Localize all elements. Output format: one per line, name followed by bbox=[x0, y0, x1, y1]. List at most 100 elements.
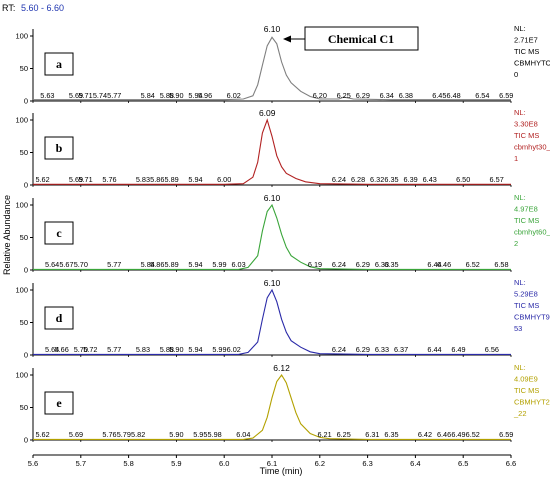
peak-label: 5.69 bbox=[69, 91, 83, 100]
peak-label: 5.69 bbox=[69, 430, 83, 439]
peak-label: 6.48 bbox=[447, 91, 461, 100]
info-line: 1 bbox=[514, 154, 518, 163]
peak-label: 6.35 bbox=[384, 260, 398, 269]
peak-label: 6.59 bbox=[499, 430, 513, 439]
annotation-arrow-head bbox=[283, 35, 291, 43]
y-tick-label: 100 bbox=[15, 116, 28, 125]
apex-label: 6.12 bbox=[273, 363, 290, 373]
panel-letter: d bbox=[56, 311, 63, 325]
info-line: CBMHYT90_ bbox=[514, 313, 550, 322]
y-tick-label: 100 bbox=[15, 32, 28, 41]
peak-label: 6.02 bbox=[227, 91, 241, 100]
x-tick-label: 5.9 bbox=[171, 459, 181, 468]
y-tick-label: 50 bbox=[20, 403, 28, 412]
peak-label: 6.54 bbox=[475, 91, 489, 100]
peak-label: 5.66 bbox=[55, 345, 69, 354]
info-line: TIC MS bbox=[514, 131, 539, 140]
info-line: 5.29E8 bbox=[514, 290, 538, 299]
info-line: NL: bbox=[514, 193, 526, 202]
x-tick-label: 6.6 bbox=[506, 459, 516, 468]
trace-line bbox=[33, 288, 511, 355]
peak-label: 6.35 bbox=[384, 175, 398, 184]
peak-label: 5.77 bbox=[107, 260, 121, 269]
panel-b: 0 50 100 6.09 5.62 5.695.71 5.76 5.83 5.86 5.89 5.… bbox=[15, 108, 550, 190]
peak-label: 5.76 bbox=[102, 430, 116, 439]
rt-prefix: RT: bbox=[2, 3, 15, 13]
info-line: _22 bbox=[513, 409, 527, 418]
info-line: 2.71E7 bbox=[514, 36, 538, 45]
x-tick-label: 6.0 bbox=[219, 459, 229, 468]
peak-label: 5.99 bbox=[212, 260, 226, 269]
peak-label: 6.03 bbox=[231, 260, 245, 269]
info-line: 2 bbox=[514, 239, 518, 248]
y-tick-label: 0 bbox=[24, 97, 28, 106]
panel-letter-box bbox=[44, 221, 74, 245]
info-line: 4.09E9 bbox=[514, 375, 538, 384]
y-tick-label: 50 bbox=[20, 318, 28, 327]
x-tick-label: 5.7 bbox=[76, 459, 86, 468]
peak-label: 5.94 bbox=[188, 345, 202, 354]
x-axis: 5.6 5.7 5.8 5.9 6.0 6.1 6.2 6.3 6.4 6.5 6.6 bbox=[28, 454, 516, 468]
peak-label: 6.24 bbox=[332, 345, 346, 354]
peak-label: 6.24 bbox=[332, 260, 346, 269]
peak-label: 5.84 bbox=[141, 91, 155, 100]
peak-label: 5.71 bbox=[78, 175, 92, 184]
info-line: TIC MS bbox=[514, 386, 539, 395]
peak-label: 6.52 bbox=[466, 430, 480, 439]
trace-line bbox=[33, 118, 511, 185]
peak-label: 5.67 bbox=[59, 260, 73, 269]
peak-label: 6.04 bbox=[236, 430, 250, 439]
peak-label: 6.31 bbox=[365, 430, 379, 439]
peak-label: 6.29 bbox=[356, 260, 370, 269]
peak-label: 6.38 bbox=[399, 91, 413, 100]
info-line: cbmhyt30_5 bbox=[514, 143, 550, 152]
peak-label: 6.32 bbox=[370, 175, 384, 184]
peak-label: 6.57 bbox=[490, 175, 504, 184]
info-line: 0 bbox=[514, 70, 518, 79]
info-line: TIC MS bbox=[514, 47, 539, 56]
peak-label: 6.43 bbox=[423, 175, 437, 184]
peak-label: 5.90 bbox=[169, 91, 183, 100]
peak-label: 5.62 bbox=[35, 175, 49, 184]
panel-letter-box bbox=[44, 306, 74, 330]
peak-label: 5.70 bbox=[74, 260, 88, 269]
peak-label: 6.33 bbox=[375, 260, 389, 269]
peak-label: 5.82 bbox=[131, 430, 145, 439]
peak-label: 6.44 bbox=[427, 260, 441, 269]
y-tick-label: 50 bbox=[20, 148, 28, 157]
peak-label: 5.74 bbox=[93, 91, 107, 100]
y-tick-label: 50 bbox=[20, 64, 28, 73]
peak-label: 6.49 bbox=[451, 345, 465, 354]
y-tick-label: 100 bbox=[15, 286, 28, 295]
peak-label: 6.21 bbox=[317, 430, 331, 439]
peak-label: 5.89 bbox=[165, 175, 179, 184]
peak-label: 5.83 bbox=[136, 345, 150, 354]
peak-label: 5.94 bbox=[188, 260, 202, 269]
peak-label: 5.84 bbox=[141, 260, 155, 269]
y-tick-label: 0 bbox=[24, 351, 28, 360]
x-tick-label: 6.1 bbox=[267, 459, 277, 468]
chemical-annotation: Chemical C1 bbox=[283, 26, 419, 51]
peak-label: 6.33 bbox=[375, 345, 389, 354]
peak-label: 6.25 bbox=[337, 430, 351, 439]
peak-label: 5.77 bbox=[107, 91, 121, 100]
y-tick-label: 0 bbox=[24, 266, 28, 275]
x-tick-label: 5.6 bbox=[28, 459, 38, 468]
peak-label: 5.72 bbox=[83, 345, 97, 354]
peak-label: 5.77 bbox=[107, 345, 121, 354]
y-tick-label: 100 bbox=[15, 371, 28, 380]
peak-label: 6.45 bbox=[432, 91, 446, 100]
peak-label: 5.99 bbox=[212, 345, 226, 354]
panel-letter: c bbox=[56, 226, 62, 240]
peak-label: 5.83 bbox=[136, 175, 150, 184]
peak-label: 5.90 bbox=[169, 430, 183, 439]
y-tick-label: 0 bbox=[24, 436, 28, 445]
peak-label: 6.49 bbox=[451, 430, 465, 439]
y-tick-label: 50 bbox=[20, 233, 28, 242]
trace-line bbox=[33, 374, 511, 440]
peak-label: 6.46 bbox=[437, 260, 451, 269]
x-axis-title: Time (min) bbox=[260, 466, 303, 476]
peak-label: 5.96 bbox=[198, 91, 212, 100]
